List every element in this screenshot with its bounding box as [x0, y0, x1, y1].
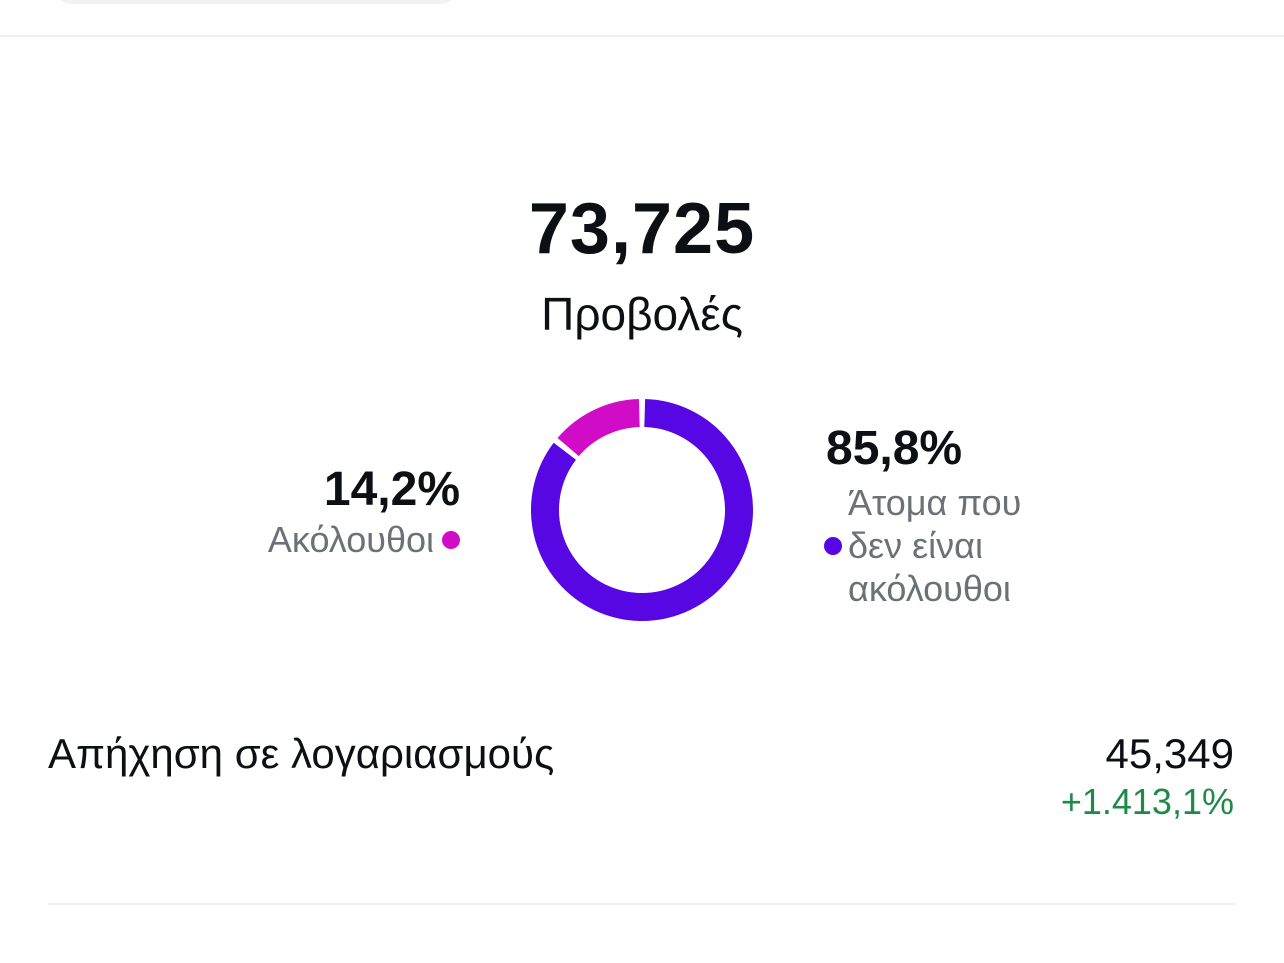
followers-dot [442, 530, 460, 549]
donut-segment-followers [557, 399, 641, 457]
audience-donut-chart [531, 399, 753, 621]
top-divider [0, 35, 1284, 37]
total-views-value: 73,725 [528, 189, 756, 269]
followers-legend: 14,2% Ακόλουθοι [268, 462, 460, 561]
donut-segment-non-followers [531, 399, 753, 621]
non-followers-legend: 85,8% Άτομα που δεν είναι ακόλουθοι [824, 421, 1084, 610]
accounts-reach-value: 45,349 [1105, 730, 1234, 777]
non-followers-label: Άτομα που δεν είναι ακόλουθοι [848, 482, 1022, 609]
accounts-reach-change: +1.413,1% [1060, 781, 1234, 822]
followers-label: Ακόλουθοι [267, 519, 434, 560]
top-tab-pill[interactable] [58, 0, 454, 4]
followers-percent: 14,2% [323, 463, 460, 516]
non-followers-percent: 85,8% [826, 422, 963, 475]
accounts-reach-label: Απήχηση σε λογαριασμούς [48, 730, 555, 777]
views-label: Προβολές [541, 288, 743, 340]
non-followers-dot [824, 536, 842, 555]
bottom-divider [48, 903, 1236, 905]
